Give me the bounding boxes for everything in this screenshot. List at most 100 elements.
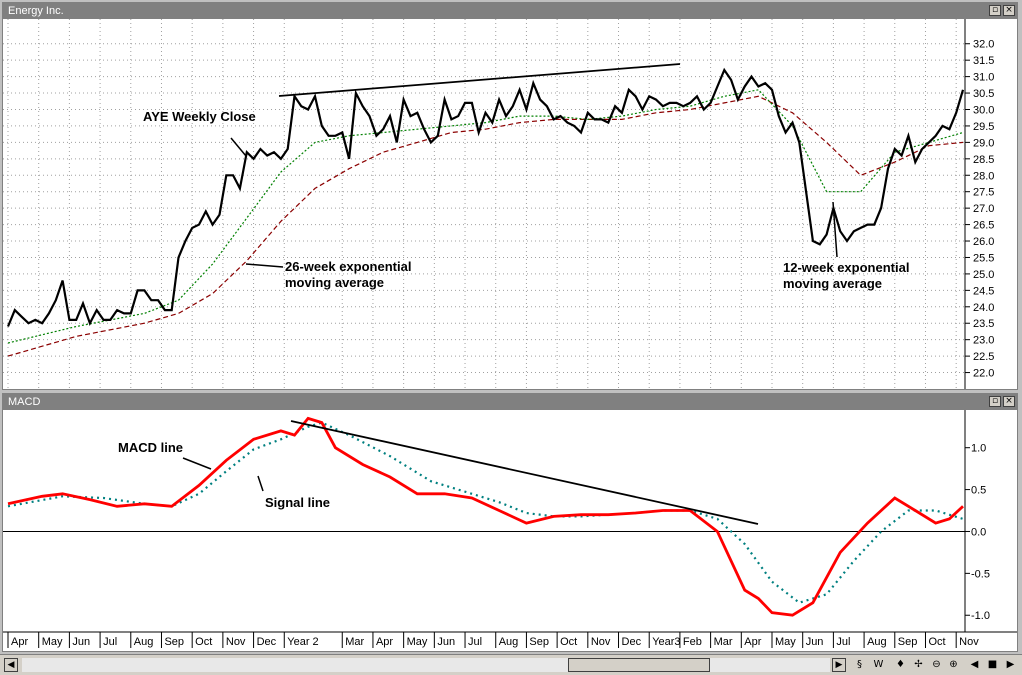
x-tick-label: Dec <box>622 636 642 648</box>
close-annotation: AYE Weekly Close <box>143 109 256 124</box>
scroll-left-button[interactable]: ◀ <box>4 658 18 672</box>
price-y-tick-label: 32.0 <box>973 39 994 51</box>
macd-chart: 1.00.50.0-0.5-1.0 MACD line Signal line … <box>3 410 1017 648</box>
x-tick-label: Jul <box>468 636 482 648</box>
price-y-tick-label: 29.0 <box>973 137 994 149</box>
price-gridlines <box>3 19 965 389</box>
x-tick-label: Sep <box>529 636 549 648</box>
x-tick-label: Oct <box>928 636 945 648</box>
price-y-tick-label: 23.5 <box>973 318 994 330</box>
ema12-series-line <box>7 89 964 344</box>
zoom-in-icon[interactable]: ⊕ <box>949 659 958 670</box>
ema26-annotation-line1: 26-week exponential <box>285 259 411 274</box>
price-y-tick-label: 25.0 <box>973 269 994 281</box>
ema26-annotation-pointer <box>245 263 284 268</box>
price-window-titlebar[interactable]: Energy Inc. ▫ × <box>3 3 1017 19</box>
price-y-tick-label: 24.0 <box>973 302 994 314</box>
price-y-tick-label: 27.0 <box>973 203 994 215</box>
price-y-tick-label: 31.0 <box>973 72 994 84</box>
macd-chart-window: MACD ▫ × 1.0 0.5 0.0 -0.5 -1.0 MACD line Sig… <box>2 393 1018 652</box>
maximize-icon[interactable]: ▫ <box>989 5 1001 16</box>
close-annotation-pointer <box>230 137 247 157</box>
x-tick-label: Aug <box>134 636 154 648</box>
x-tick-label: Dec <box>257 636 277 648</box>
price-y-tick-label: 28.5 <box>973 154 994 166</box>
x-tick-label: Oct <box>560 636 577 648</box>
x-tick-label: Sep <box>898 636 918 648</box>
price-y-tick-label: 23.0 <box>973 335 994 347</box>
price-y-tick-label: 24.5 <box>973 285 994 297</box>
wave-icon[interactable]: W <box>873 659 884 670</box>
macd-window-titlebar[interactable]: MACD ▫ × <box>3 394 1017 410</box>
x-tick-label: Apr <box>744 636 761 648</box>
close-series-line <box>6 67 965 327</box>
price-window-title: Energy Inc. <box>8 5 64 17</box>
x-tick-label: Year3 <box>652 636 680 648</box>
macd-y-axis: 1.0 0.5 0.0 -0.5 -1.0 <box>965 443 990 622</box>
x-tick-label: Jun <box>806 636 824 648</box>
price-y-tick-label: 27.5 <box>973 187 994 199</box>
ema12-annotation-line1: 12-week exponential <box>783 260 909 275</box>
x-tick-label: Jul <box>836 636 850 648</box>
x-tick-label: Mar <box>714 636 733 648</box>
price-y-tick-label: 28.0 <box>973 170 994 182</box>
x-tick-label: Apr <box>376 636 393 648</box>
price-chart-window: Energy Inc. ▫ × 22.0 22.5 23.0 23.5 24.0 24.5… <box>2 2 1018 390</box>
price-y-tick-label: 25.5 <box>973 252 994 264</box>
x-tick-label: May <box>775 636 796 648</box>
macd-window-title: MACD <box>8 396 41 408</box>
x-tick-label: Nov <box>226 636 246 648</box>
x-tick-label: Aug <box>499 636 519 648</box>
scroll-right-button[interactable]: ▶ <box>832 658 846 672</box>
zoom-out-icon[interactable]: ⊖ <box>932 659 941 670</box>
x-tick-label: Apr <box>11 636 28 648</box>
x-axis: Apr May Jun Jul Aug Sep Oct Nov Dec Year 2 Mar Apr M… <box>7 632 979 648</box>
price-y-tick-label: 22.0 <box>973 368 994 380</box>
close-icon[interactable]: × <box>1003 5 1015 16</box>
crosshair-icon[interactable]: ✢ <box>914 659 923 670</box>
x-tick-label: Jun <box>437 636 455 648</box>
maximize-icon[interactable]: ▫ <box>989 396 1001 407</box>
x-tick-label: May <box>407 636 428 648</box>
price-y-tick-label: 30.5 <box>973 88 994 100</box>
ema12-annotation-line2: moving average <box>783 276 882 291</box>
macd-y-tick-label: 0.5 <box>971 485 986 497</box>
bottom-toolbar: ◀ ▶ § W ♦ ✢ ⊖ ⊕ ◀ ■ ▶ <box>0 654 1022 675</box>
x-tick-label: Aug <box>867 636 887 648</box>
x-tick-label: Nov <box>959 636 979 648</box>
macd-annotation-pointer <box>182 457 212 470</box>
x-tick-label: Oct <box>195 636 212 648</box>
macd-y-tick-label: -1.0 <box>971 610 990 622</box>
macd-annotation: MACD line <box>118 440 183 455</box>
move-icon[interactable]: ♦ <box>896 659 905 670</box>
x-tick-label: Year 2 <box>287 636 318 648</box>
macd-y-tick-label: 1.0 <box>971 443 986 455</box>
left-arrow-icon[interactable]: ◀ <box>970 659 979 670</box>
price-y-tick-label: 31.5 <box>973 55 994 67</box>
ema26-annotation-line2: moving average <box>285 275 384 290</box>
price-y-tick-label: 26.0 <box>973 236 994 248</box>
close-icon[interactable]: × <box>1003 396 1015 407</box>
macd-series-line <box>7 416 964 617</box>
macd-downtrend-line <box>290 420 759 525</box>
right-arrow-icon[interactable]: ▶ <box>1006 659 1015 670</box>
signal-annotation: Signal line <box>265 495 330 510</box>
macd-y-tick-label: 0.0 <box>971 526 986 538</box>
resistance-trendline <box>278 63 681 97</box>
price-y-tick-label: 30.0 <box>973 104 994 116</box>
stop-icon[interactable]: ■ <box>987 659 998 670</box>
signal-annotation-pointer <box>257 475 264 492</box>
price-y-tick-label: 22.5 <box>973 351 994 363</box>
scroll-end-icon[interactable]: § <box>857 659 862 670</box>
macd-y-tick-label: -0.5 <box>971 568 990 580</box>
ema26-series-line <box>7 95 964 357</box>
horizontal-scroll-thumb[interactable] <box>568 658 710 672</box>
x-tick-label: Sep <box>164 636 184 648</box>
ema12-annotation-pointer <box>832 201 838 258</box>
x-tick-label: Jul <box>103 636 117 648</box>
x-tick-label: Feb <box>683 636 702 648</box>
price-chart: 22.0 22.5 23.0 23.5 24.0 24.5 25.0 25.5 26.0 26.5… <box>3 19 994 389</box>
x-tick-label: Jun <box>72 636 90 648</box>
x-tick-label: Mar <box>345 636 364 648</box>
price-y-tick-label: 29.5 <box>973 121 994 133</box>
